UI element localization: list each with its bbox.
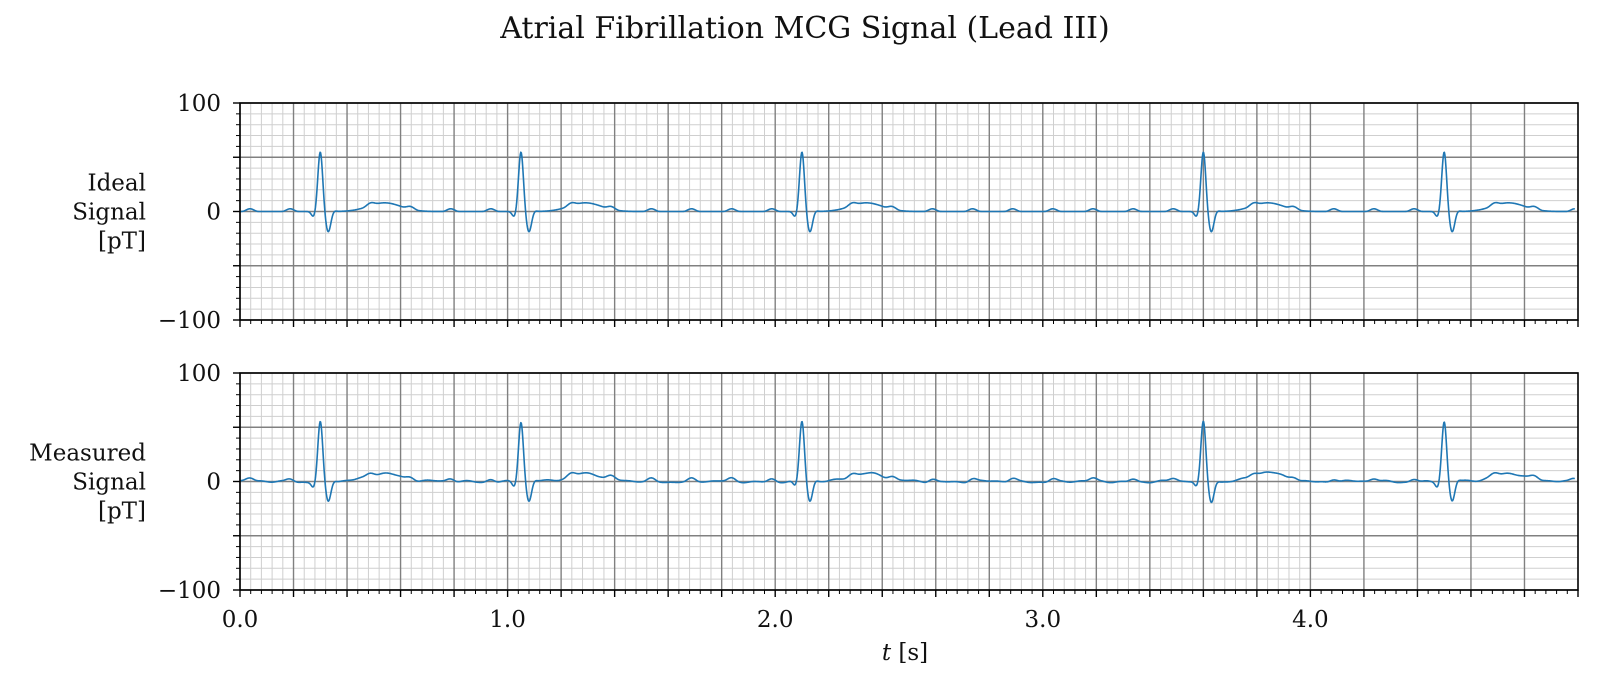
y-axis-label-line: [pT] <box>98 229 146 255</box>
y-axis-label-line: [pT] <box>98 499 146 525</box>
series-line-1 <box>239 151 1576 233</box>
y-axis-label-line: Measured <box>29 441 146 467</box>
panel-1: 100 0 −100 Ideal Signal [pT] <box>72 91 1579 334</box>
y-tick-label: 100 <box>177 361 221 387</box>
x-tick-label: 0.0 <box>222 607 259 633</box>
y-axis-label-line: Signal <box>72 200 146 226</box>
panel-2: 100 0 −100 Measured Signal [pT] <box>29 361 1579 604</box>
x-tick-label: 1.0 <box>489 607 526 633</box>
x-tick-label: 2.0 <box>757 607 794 633</box>
x-axis-label: t [s] <box>882 640 928 666</box>
x-axis-label-unit: [s] <box>891 640 928 666</box>
y-tick-label: 0 <box>206 200 221 226</box>
chart-title: Atrial Fibrillation MCG Signal (Lead III… <box>499 11 1109 46</box>
y-tick-label: 100 <box>177 91 221 117</box>
y-tick-label: −100 <box>158 308 221 334</box>
series-line-2 <box>239 420 1576 504</box>
x-tick-label: 4.0 <box>1292 607 1329 633</box>
y-axis-label-line: Signal <box>72 470 146 496</box>
x-axis-label-var: t <box>882 640 892 666</box>
y-axis-label-line: Ideal <box>88 171 147 197</box>
y-tick-label: −100 <box>158 578 221 604</box>
panels-group: 100 0 −100 Ideal Signal [pT] 100 0 −100 Measured S… <box>29 91 1579 633</box>
x-tick-label: 3.0 <box>1025 607 1062 633</box>
y-tick-label: 0 <box>206 470 221 496</box>
